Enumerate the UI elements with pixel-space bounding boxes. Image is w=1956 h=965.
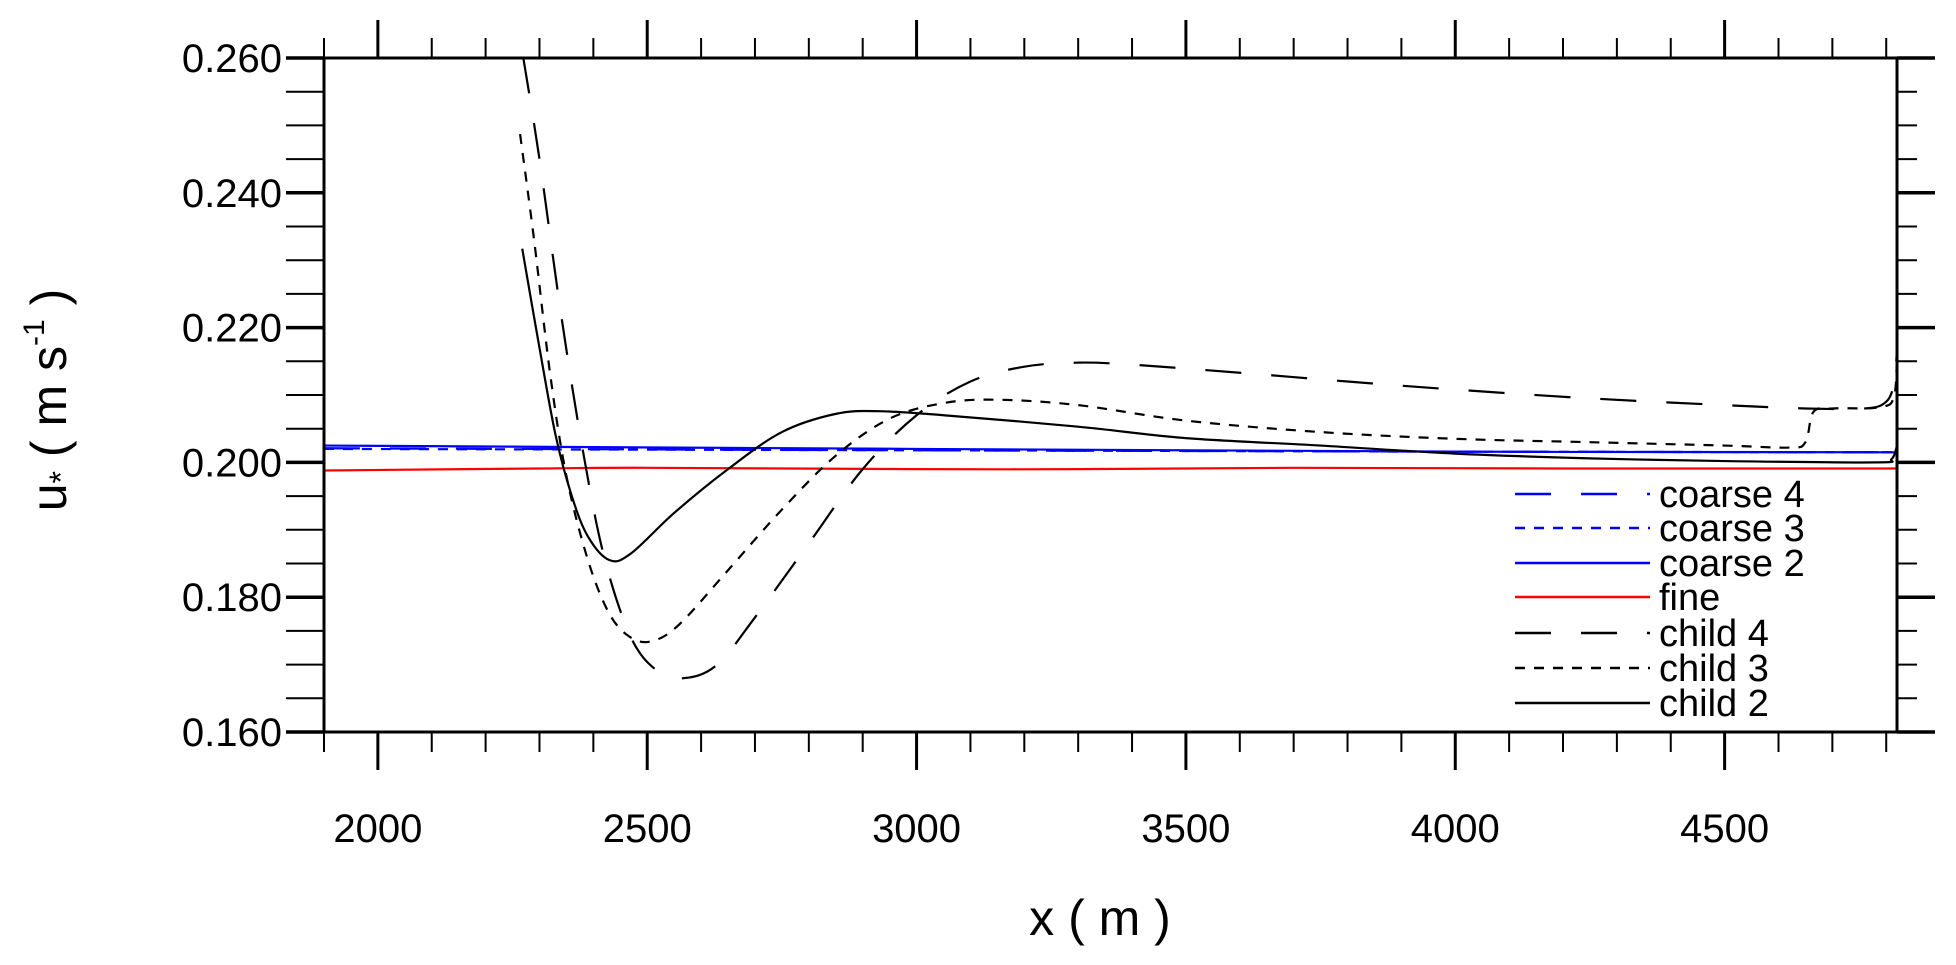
y-tick-label: 0.200 [182, 441, 282, 485]
series-child-4 [522, 58, 1897, 680]
svg-text:u* ( m s-1 ): u* ( m s-1 ) [18, 289, 79, 512]
legend-item: child 2 [1515, 683, 1769, 725]
y-tick-label: 0.220 [182, 307, 282, 351]
legend-label: child 4 [1659, 613, 1769, 655]
y-tick-label: 0.260 [182, 37, 282, 81]
legend-label: child 3 [1659, 648, 1769, 690]
y-axis-title-close: ) [21, 289, 77, 306]
x-tick-label: 3000 [872, 807, 961, 851]
legend-item: coarse 3 [1515, 508, 1805, 550]
y-tick-label: 0.160 [182, 711, 282, 755]
legend-label: coarse 2 [1659, 543, 1805, 585]
legend-label: fine [1659, 577, 1720, 619]
x-tick-label: 3500 [1141, 807, 1230, 851]
plot-frame [322, 56, 1899, 734]
legend-label: coarse 4 [1659, 474, 1805, 516]
legend-item: coarse 4 [1515, 474, 1805, 516]
y-axis-title-units: ( m s [21, 346, 77, 457]
y-tick-label: 0.180 [182, 576, 282, 620]
series-child-2 [521, 248, 1897, 563]
legend-item: coarse 2 [1515, 543, 1805, 585]
x-tick-label: 2500 [603, 807, 692, 851]
x-axis-title: x ( m ) [1029, 890, 1171, 946]
series-coarse-2 [324, 444, 1897, 454]
y-tick-label: 0.240 [182, 172, 282, 216]
series-layer [324, 58, 1897, 680]
ticks-layer: 2000 2500 3000 3500 4000 4500 0.160 0.180 0.200 0… [182, 20, 1935, 851]
legend-label: coarse 3 [1659, 508, 1805, 550]
legend-item: child 3 [1515, 648, 1769, 690]
y-axis-title-exp: -1 [18, 319, 51, 346]
series-child-3 [518, 134, 1897, 644]
legend-item: fine [1515, 577, 1720, 619]
x-tick-label: 2000 [333, 807, 422, 851]
legend-label: child 2 [1659, 683, 1769, 725]
legend-item: child 4 [1515, 613, 1769, 655]
y-axis-title-main: u [21, 483, 77, 511]
series-fine [324, 466, 1897, 472]
x-tick-label: 4500 [1680, 807, 1769, 851]
y-axis-title-sub: * [43, 471, 79, 483]
x-tick-label: 4000 [1411, 807, 1500, 851]
y-axis-title: u* ( m s-1 ) [18, 289, 79, 512]
